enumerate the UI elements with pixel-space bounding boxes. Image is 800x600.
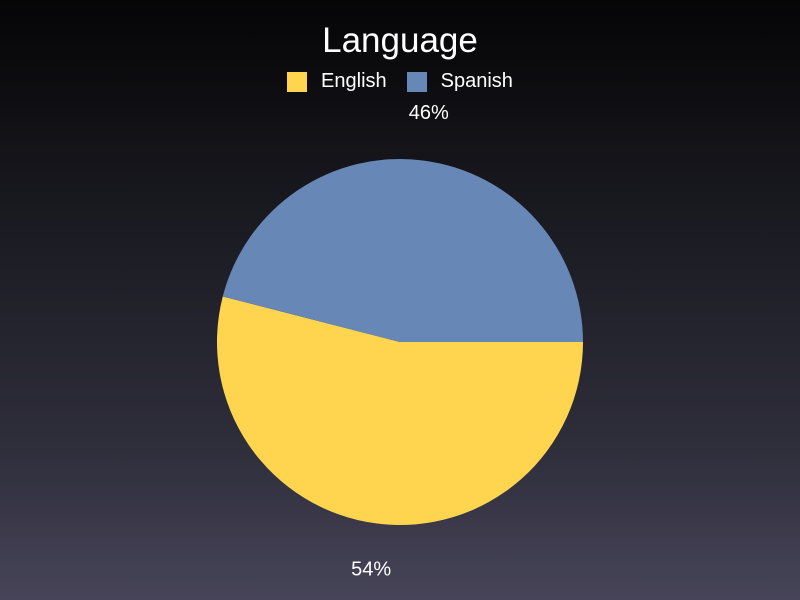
pie-slice-english (216, 296, 584, 526)
legend-swatch-english (287, 71, 308, 92)
data-label-english: 54% (351, 558, 391, 580)
legend: English Spanish (0, 70, 800, 93)
legend-item-spanish: Spanish (406, 70, 513, 93)
pie-slice-spanish (222, 159, 584, 342)
legend-item-english: English (287, 70, 387, 93)
legend-label-english: English (321, 70, 387, 92)
data-label-spanish: 46% (409, 102, 449, 124)
legend-swatch-spanish (406, 71, 427, 92)
legend-label-spanish: Spanish (440, 70, 513, 92)
chart-title: Language (322, 21, 478, 60)
